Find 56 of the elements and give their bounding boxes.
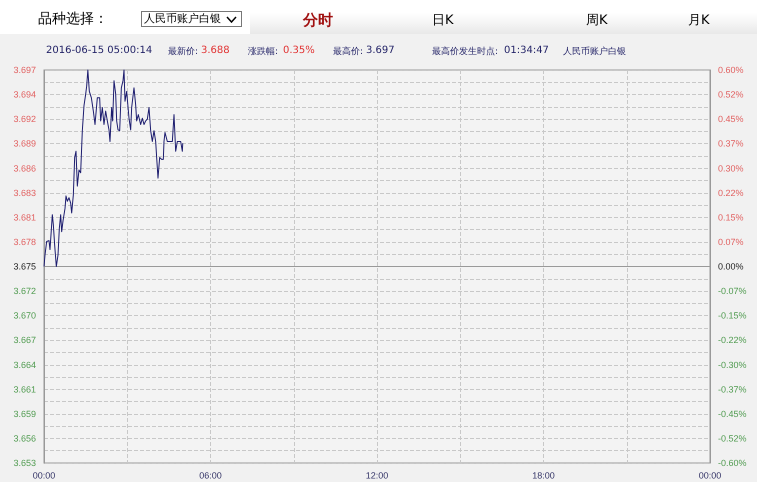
x-tick-label: 00:00 — [32, 470, 56, 480]
y-tick-label: 3.694 — [13, 90, 36, 100]
y2-tick-label: 0.52% — [718, 90, 744, 100]
text: 01:34:47 — [504, 45, 549, 56]
text: 分时 — [303, 11, 333, 30]
y-tick-label: 3.689 — [13, 138, 36, 149]
text: 0.35% — [283, 45, 315, 56]
y2-tick-label: 0.60% — [718, 65, 744, 75]
y2-tick-label: 0.45% — [718, 114, 744, 124]
text: 月K — [688, 12, 710, 29]
line-series — [44, 70, 184, 267]
text: 涨跌幅: — [248, 46, 278, 58]
y2-tick-label: 0.00% — [718, 262, 744, 272]
text: 品种选择： — [38, 10, 108, 28]
y-tick-label: 3.686 — [13, 163, 36, 174]
y-tick-label: 3.656 — [13, 433, 36, 444]
text: 3.688 — [201, 45, 230, 56]
y-tick-label: 3.697 — [13, 65, 36, 75]
y2-tick-label: -0.30% — [718, 360, 747, 370]
y2-tick-label: -0.60% — [718, 458, 747, 468]
text: 最高价: — [333, 46, 364, 58]
y2-tick-label: -0.52% — [718, 433, 747, 444]
text: 人民币账户白银 — [141, 11, 242, 27]
x-tick-label: 00:00 — [698, 470, 722, 480]
text: 周K — [586, 12, 608, 29]
text: 日K — [432, 12, 454, 29]
y-tick-label: 3.672 — [13, 286, 36, 296]
text: 3.697 — [366, 45, 395, 56]
y2-tick-label: 0.37% — [718, 138, 744, 149]
text: 2016-06-15 05:00:14 — [46, 45, 152, 56]
text: 最高价发生时点: — [432, 46, 498, 58]
y2-tick-label: 0.15% — [718, 212, 744, 222]
y-tick-label: 3.678 — [13, 236, 36, 247]
y2-tick-label: -0.07% — [718, 286, 747, 296]
y2-tick-label: 0.22% — [718, 188, 744, 198]
y-tick-label: 3.659 — [13, 408, 36, 419]
y-tick-label: 3.670 — [13, 310, 36, 321]
y-tick-label: 3.683 — [13, 188, 36, 198]
x-tick-label: 12:00 — [366, 470, 388, 480]
y-tick-label: 3.661 — [13, 384, 36, 394]
y2-tick-label: 0.30% — [718, 163, 744, 174]
y-tick-label: 3.681 — [13, 212, 36, 222]
y2-tick-label: -0.22% — [718, 335, 747, 346]
x-tick-label: 18:00 — [532, 470, 555, 480]
x-tick-label: 06:00 — [199, 470, 222, 480]
y2-tick-label: -0.45% — [718, 408, 747, 419]
y2-tick-label: -0.37% — [718, 384, 747, 394]
y2-tick-label: 0.07% — [718, 236, 744, 247]
y-tick-label: 3.675 — [13, 262, 36, 272]
text: 最新价: — [168, 46, 198, 58]
y2-tick-label: -0.15% — [718, 310, 747, 321]
y-tick-label: 3.653 — [13, 458, 36, 468]
y-tick-label: 3.667 — [13, 335, 36, 346]
y-tick-label: 3.664 — [13, 360, 36, 370]
y-tick-label: 3.692 — [13, 114, 36, 124]
text: 人民币账户白银 — [563, 46, 626, 58]
